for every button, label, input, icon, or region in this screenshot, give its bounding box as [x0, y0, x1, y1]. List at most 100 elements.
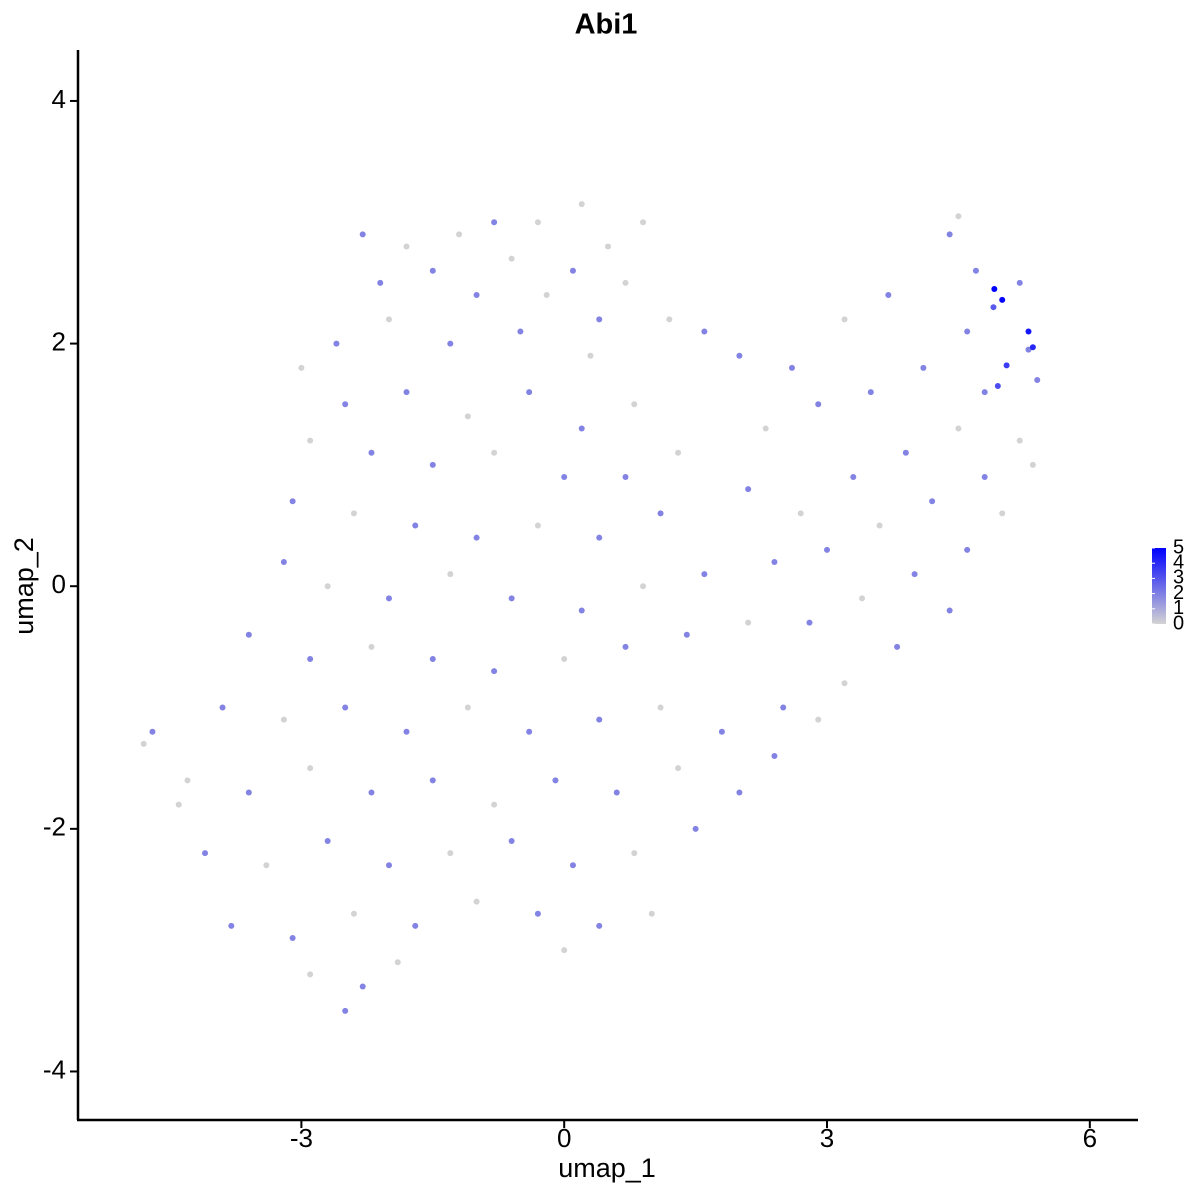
point	[429, 656, 436, 663]
point	[929, 498, 936, 505]
colorbar-tick-label: 3	[1173, 567, 1184, 589]
point	[473, 292, 480, 299]
point	[990, 304, 997, 311]
point	[701, 571, 708, 578]
point	[385, 862, 392, 869]
point	[149, 728, 156, 735]
point	[701, 328, 708, 335]
point	[841, 680, 848, 687]
point	[333, 340, 340, 347]
point	[403, 728, 410, 735]
point	[429, 267, 436, 274]
point	[622, 474, 629, 481]
point	[736, 352, 743, 359]
y-tick-label: 2	[52, 326, 66, 356]
point	[245, 631, 252, 638]
point	[692, 825, 699, 832]
point	[920, 364, 927, 371]
point	[184, 777, 191, 784]
point	[1016, 279, 1023, 286]
point	[561, 656, 568, 663]
point	[675, 449, 682, 456]
point	[631, 401, 638, 408]
y-tick-label: -2	[43, 812, 66, 842]
x-tick-label: 3	[820, 1123, 834, 1153]
point	[289, 935, 296, 942]
point	[324, 837, 331, 844]
point	[578, 201, 585, 208]
point	[1025, 328, 1032, 335]
point	[788, 364, 795, 371]
point	[780, 704, 787, 711]
point	[771, 558, 778, 565]
point	[508, 837, 515, 844]
point	[902, 449, 909, 456]
point	[385, 316, 392, 323]
point	[994, 383, 1001, 390]
point	[955, 425, 962, 432]
point	[911, 571, 918, 578]
point	[447, 850, 454, 857]
point	[736, 789, 743, 796]
point	[815, 716, 822, 723]
point	[762, 425, 769, 432]
colorbar-tick-label: 5	[1173, 536, 1184, 558]
point	[517, 328, 524, 335]
point	[640, 219, 647, 226]
point	[666, 316, 673, 323]
point	[412, 922, 419, 929]
point	[412, 522, 419, 529]
point	[491, 801, 498, 808]
point	[342, 704, 349, 711]
point	[359, 983, 366, 990]
point	[359, 231, 366, 238]
point	[534, 219, 541, 226]
x-tick-label: 6	[1083, 1123, 1097, 1153]
point	[815, 401, 822, 408]
point	[824, 546, 831, 553]
point	[403, 243, 410, 250]
point	[1029, 461, 1036, 468]
point	[841, 316, 848, 323]
point	[596, 534, 603, 541]
point	[964, 328, 971, 335]
point	[587, 352, 594, 359]
point	[491, 668, 498, 675]
point	[657, 704, 664, 711]
point	[280, 716, 287, 723]
point	[946, 607, 953, 614]
point	[534, 522, 541, 529]
point	[298, 364, 305, 371]
point	[859, 595, 866, 602]
point	[718, 728, 725, 735]
point	[850, 474, 857, 481]
colorbar-tick-label: 2	[1173, 582, 1184, 604]
point	[491, 219, 498, 226]
point	[578, 607, 585, 614]
colorbar-tick-label: 0	[1173, 612, 1184, 634]
point	[307, 971, 314, 978]
point	[569, 862, 576, 869]
point	[964, 546, 971, 553]
point	[289, 498, 296, 505]
point	[473, 898, 480, 905]
colorbar-tick-label: 1	[1173, 597, 1184, 619]
point	[307, 765, 314, 772]
point	[797, 510, 804, 517]
point	[596, 922, 603, 929]
point	[342, 401, 349, 408]
point	[1016, 437, 1023, 444]
point	[894, 643, 901, 650]
point	[569, 267, 576, 274]
point	[596, 716, 603, 723]
point	[175, 801, 182, 808]
point	[263, 862, 270, 869]
point	[429, 777, 436, 784]
point	[464, 413, 471, 420]
y-axis-label: umap_2	[9, 537, 39, 635]
point	[1029, 344, 1036, 351]
point	[552, 777, 559, 784]
point	[368, 449, 375, 456]
point	[622, 643, 629, 650]
point	[596, 316, 603, 323]
